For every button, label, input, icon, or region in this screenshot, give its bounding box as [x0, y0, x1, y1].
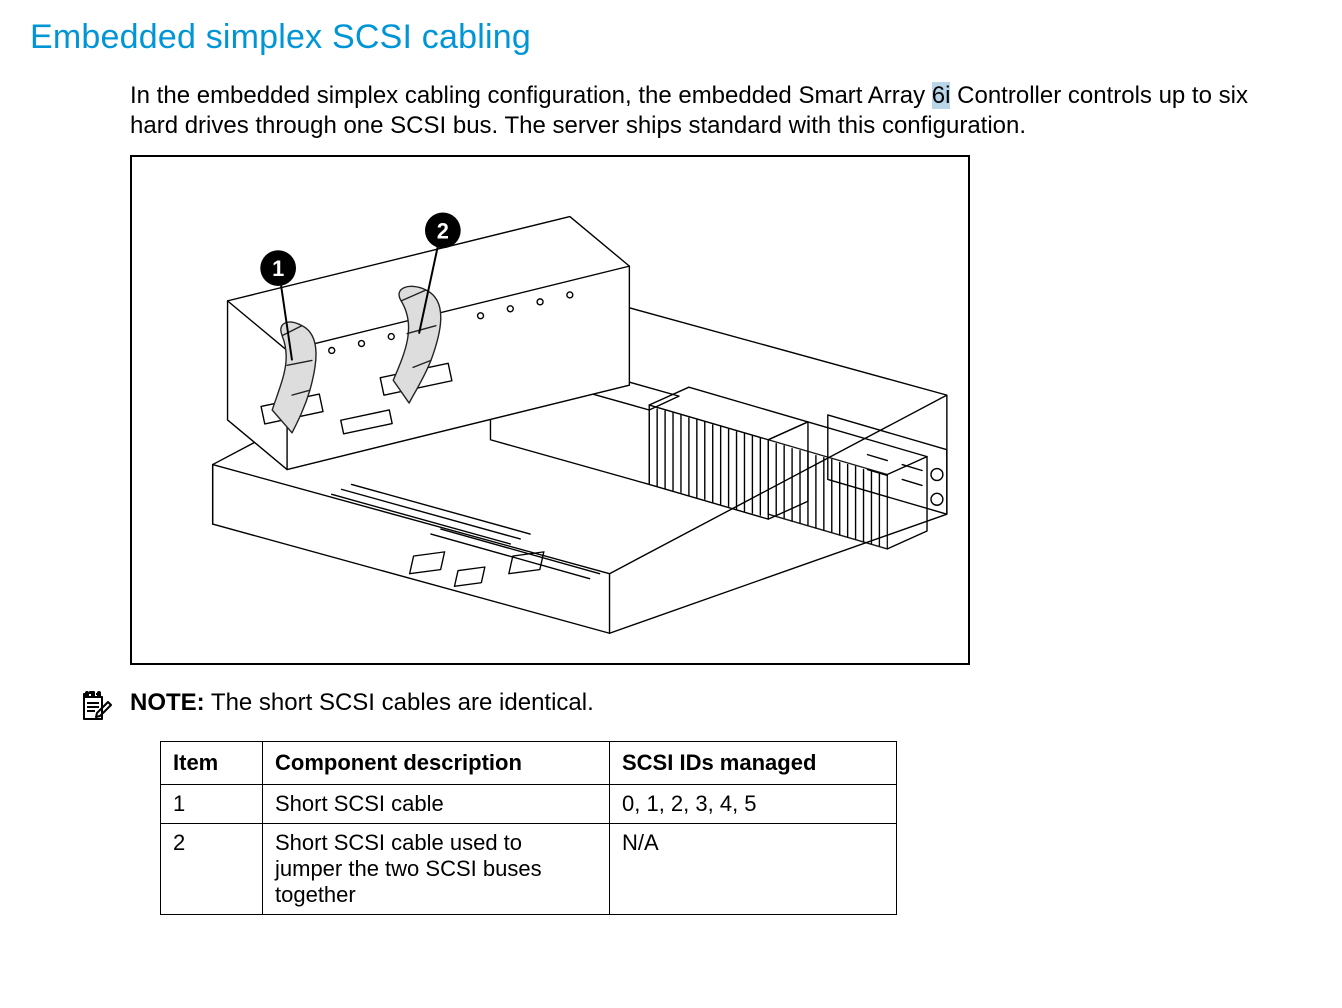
note-text: NOTE: The short SCSI cables are identica… [130, 689, 594, 718]
table-cell-ids: 0, 1, 2, 3, 4, 5 [610, 785, 897, 824]
note-icon [78, 689, 112, 723]
table-row: 2 Short SCSI cable used to jumper the tw… [161, 824, 897, 915]
table-cell-item: 1 [161, 785, 263, 824]
paragraph-highlight: 6i [932, 82, 951, 109]
table-header-item: Item [161, 742, 263, 785]
section-heading: Embedded simplex SCSI cabling [30, 18, 1302, 57]
table-cell-item: 2 [161, 824, 263, 915]
note-block: NOTE: The short SCSI cables are identica… [78, 689, 1302, 723]
table-row: 1 Short SCSI cable 0, 1, 2, 3, 4, 5 [161, 785, 897, 824]
component-table: Item Component description SCSI IDs mana… [160, 741, 897, 915]
table-cell-ids: N/A [610, 824, 897, 915]
callout-1: 1 [272, 256, 284, 281]
note-body: The short SCSI cables are identical. [211, 689, 594, 716]
figure-frame: 1 2 [130, 155, 970, 665]
paragraph-before: In the embedded simplex cabling configur… [130, 82, 932, 109]
document-page: Embedded simplex SCSI cabling In the emb… [0, 0, 1342, 1008]
table-cell-description: Short SCSI cable [263, 785, 610, 824]
table-header-row: Item Component description SCSI IDs mana… [161, 742, 897, 785]
table-header-description: Component description [263, 742, 610, 785]
intro-paragraph: In the embedded simplex cabling configur… [130, 81, 1300, 141]
table-header-ids: SCSI IDs managed [610, 742, 897, 785]
callout-2: 2 [437, 218, 449, 243]
table-cell-description: Short SCSI cable used to jumper the two … [263, 824, 610, 915]
motherboard-diagram: 1 2 [132, 157, 968, 663]
note-label: NOTE: [130, 689, 205, 716]
